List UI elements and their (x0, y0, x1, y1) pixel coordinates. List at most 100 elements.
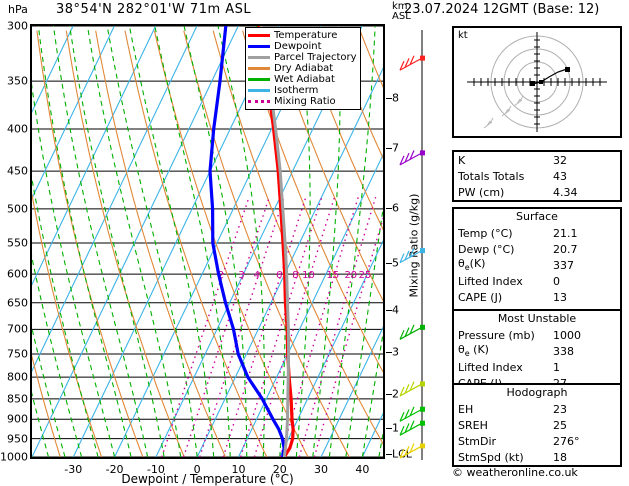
hodograph-unit-label: kt (458, 30, 468, 41)
mixing-ratio-label: 20 (344, 270, 357, 281)
wet-adiabat-line (361, 330, 383, 457)
wind-barb (399, 150, 425, 166)
data-row-value: 32 (553, 153, 567, 167)
legend-label: Isotherm (274, 85, 319, 96)
dry-adiabat-line (330, 30, 383, 160)
data-row-value: 21.1 (553, 226, 578, 240)
mixing-ratio-label: 8 (292, 270, 298, 281)
wet-adiabat-line (312, 26, 341, 457)
data-row-value: 276° (553, 434, 580, 448)
data-row-key: SREH (458, 418, 488, 432)
data-row-key: θe (K) (458, 343, 489, 359)
mixing-ratio-line (313, 216, 383, 457)
altitude-tick-label: 2 (392, 387, 399, 401)
temperature-tick-label: -10 (146, 463, 165, 476)
dry-adiabat-line (183, 30, 350, 457)
wet-adiabat-line (32, 391, 50, 457)
altitude-tick-mark (386, 98, 392, 99)
altitude-tick-mark (386, 208, 392, 209)
wet-adiabat-line (345, 205, 383, 457)
data-row-value: 23 (553, 402, 567, 416)
data-row: θe (K) 338 (454, 343, 620, 359)
mixing-ratio-label: 6 (276, 270, 282, 281)
temperature-tick-label: 30 (314, 463, 329, 476)
data-row: EH 23 (454, 401, 620, 417)
dry-adiabat-line (65, 30, 185, 457)
pressure-axis: 300 350 400 450 500 550 600 650 700 750 800 850 900 9… (0, 20, 28, 464)
data-row-value: 25 (553, 418, 567, 432)
data-row-value: 338 (553, 344, 574, 358)
mixing-ratio-line (253, 196, 336, 457)
wet-adiabat-line (32, 326, 66, 457)
pressure-unit-label: hPa (8, 3, 28, 16)
x-axis-title: Dewpoint / Temperature (°C) (121, 472, 294, 486)
data-row-value: 4.34 (553, 185, 578, 199)
legend-item: Temperature (248, 30, 357, 41)
isotherm-line (32, 26, 198, 372)
data-row-value: 1 (553, 360, 560, 374)
legend-item: Parcel Trajectory (248, 52, 357, 63)
sounding-profiles (208, 26, 295, 457)
legend-swatch (248, 100, 270, 103)
legend-swatch (248, 78, 270, 81)
wet-adiabat-line (69, 26, 165, 457)
wet-adiabat-line (32, 176, 99, 457)
wet-adiabat-line (217, 26, 265, 457)
mixing-ratio-line (222, 196, 307, 457)
mixing-ratio-line (161, 196, 250, 457)
hodograph-trace (531, 68, 568, 85)
mixing-ratio-label: 3 (238, 270, 244, 281)
wet-adiabat-line (106, 26, 198, 457)
mixing-ratio-label: 2 (218, 270, 224, 281)
data-row-value: 0 (553, 274, 560, 288)
legend-item: Isotherm (248, 85, 357, 96)
altitude-tick-label: 4 (392, 303, 399, 317)
legend-label: Temperature (274, 30, 338, 41)
isotherm-line (196, 67, 383, 457)
data-row-value: 18 (553, 450, 567, 464)
data-row-value: 1000 (553, 328, 581, 342)
wind-barb (399, 55, 425, 71)
mixing-ratio-lines (161, 196, 383, 457)
mixing-ratio-label: 10 (302, 270, 315, 281)
altitude-unit-line2: ASL (392, 11, 411, 22)
pressure-tick-label: 300 (7, 19, 28, 33)
data-row: StmSpd (kt) 18 (454, 449, 620, 465)
data-row-key: θe(K) (458, 257, 486, 273)
altitude-tick-label: 3 (392, 345, 399, 359)
panel-title: Hodograph (506, 386, 568, 399)
station-coordinates-title: 38°54'N 282°01'W 71m ASL (56, 2, 252, 17)
wet-adiabat-line (32, 83, 116, 457)
dry-adiabat-line (271, 30, 383, 302)
panel-title: Most Unstable (497, 312, 577, 325)
dry-adiabat-line (300, 30, 383, 231)
altitude-tick-mark (386, 352, 392, 353)
mixing-ratio-line (239, 196, 323, 457)
wet-adiabat-line (52, 26, 149, 457)
legend-label: Dry Adiabat (274, 63, 334, 74)
altitude-unit-line1: km (392, 1, 408, 12)
data-row-key: Pressure (mb) (458, 328, 535, 342)
legend-swatch (248, 34, 270, 37)
pressure-tick-label: 1000 (0, 450, 28, 464)
dry-adiabat-line (36, 30, 144, 457)
mixing-ratio-label: 25 (359, 270, 372, 281)
pressure-tick-label: 800 (7, 370, 28, 384)
data-row: Totals Totals 43 (454, 168, 620, 184)
data-row: Lifted Index 1 (454, 359, 620, 375)
pressure-tick-label: 900 (7, 412, 28, 426)
altitude-unit-label: km ASL (392, 2, 411, 22)
data-row: K 32 (454, 152, 620, 168)
dry-adiabat-line (95, 30, 226, 457)
temperature-tick-label: -30 (64, 463, 83, 476)
data-row: θe(K) 337 (454, 257, 620, 273)
pressure-tick-label: 650 (7, 296, 28, 310)
data-row-value: 337 (553, 258, 574, 272)
legend-label: Wet Adiabat (274, 74, 335, 85)
panel-title: Surface (516, 210, 558, 223)
data-row-key: PW (cm) (458, 185, 505, 199)
legend-swatch (248, 89, 270, 92)
data-row-key: Dewp (°C) (458, 242, 515, 256)
dry-adiabat-line (32, 354, 61, 457)
pressure-tick-label: 550 (7, 236, 28, 250)
